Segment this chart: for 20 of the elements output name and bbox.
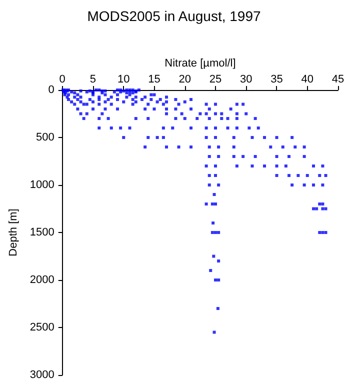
x-tick-label: 20 (178, 74, 191, 86)
x-axis-title: Nitrate [µmol/l] (164, 58, 236, 70)
x-tick-label: 10 (117, 74, 130, 86)
chart-title: MODS2005 in August, 1997 (87, 8, 261, 24)
y-tick-label: 1500 (30, 226, 54, 238)
y-tick-label: 2500 (30, 322, 54, 334)
x-tick-label: 15 (148, 74, 160, 86)
x-tick-label: 5 (90, 74, 96, 86)
y-tick-label: 500 (36, 132, 54, 144)
y-tick-label: 0 (48, 84, 54, 96)
y-tick-label: 1000 (30, 179, 54, 191)
x-tick-label: 0 (59, 74, 66, 86)
x-tick-label: 40 (301, 74, 314, 86)
x-tick-label: 45 (332, 74, 344, 86)
y-tick-label: 3000 (30, 369, 54, 381)
x-tick-label: 35 (270, 74, 283, 86)
y-axis-title: Depth [m] (8, 208, 20, 256)
x-tick-label: 30 (240, 74, 252, 86)
x-tick-label: 25 (209, 74, 222, 86)
y-tick-label: 2000 (30, 274, 54, 286)
